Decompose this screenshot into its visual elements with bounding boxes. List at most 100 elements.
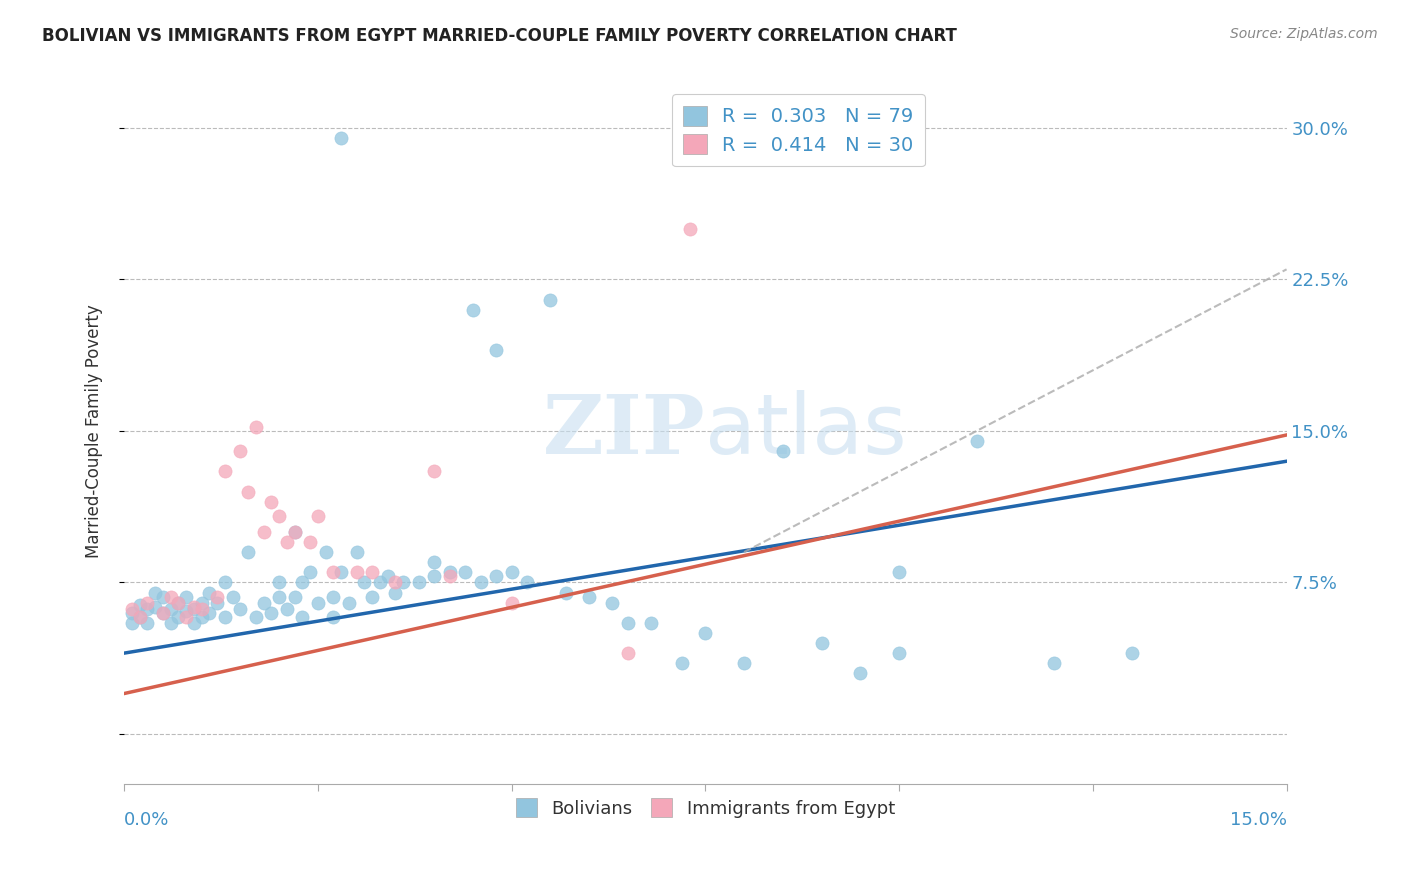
Point bbox=[143, 585, 166, 599]
Point bbox=[299, 535, 322, 549]
Point bbox=[361, 566, 384, 580]
Point bbox=[143, 599, 166, 614]
Point bbox=[253, 524, 276, 539]
Point bbox=[1043, 657, 1066, 671]
Point bbox=[183, 599, 205, 614]
Text: 15.0%: 15.0% bbox=[1230, 811, 1286, 830]
Point bbox=[260, 494, 283, 508]
Point bbox=[346, 566, 368, 580]
Point bbox=[454, 566, 477, 580]
Point bbox=[245, 609, 267, 624]
Legend: Bolivians, Immigrants from Egypt: Bolivians, Immigrants from Egypt bbox=[509, 791, 903, 825]
Point bbox=[291, 609, 314, 624]
Point bbox=[198, 606, 221, 620]
Point bbox=[485, 343, 508, 358]
Point bbox=[121, 615, 143, 630]
Text: ZIP: ZIP bbox=[543, 391, 706, 471]
Point bbox=[330, 131, 353, 145]
Point bbox=[966, 434, 988, 448]
Point bbox=[190, 596, 212, 610]
Point bbox=[346, 545, 368, 559]
Point bbox=[276, 601, 298, 615]
Point bbox=[260, 606, 283, 620]
Point bbox=[485, 569, 508, 583]
Point bbox=[214, 609, 236, 624]
Point bbox=[554, 585, 576, 599]
Point bbox=[183, 601, 205, 615]
Point bbox=[733, 657, 755, 671]
Point bbox=[152, 606, 174, 620]
Point bbox=[640, 615, 662, 630]
Point bbox=[221, 590, 243, 604]
Point bbox=[284, 524, 307, 539]
Point bbox=[671, 657, 693, 671]
Point bbox=[245, 420, 267, 434]
Point bbox=[183, 615, 205, 630]
Text: 0.0%: 0.0% bbox=[124, 811, 170, 830]
Point bbox=[392, 575, 415, 590]
Y-axis label: Married-Couple Family Poverty: Married-Couple Family Poverty bbox=[86, 304, 103, 558]
Point bbox=[190, 609, 212, 624]
Point bbox=[174, 609, 197, 624]
Point bbox=[167, 609, 190, 624]
Point bbox=[159, 590, 181, 604]
Point bbox=[408, 575, 430, 590]
Point bbox=[695, 626, 717, 640]
Point bbox=[198, 585, 221, 599]
Point bbox=[516, 575, 538, 590]
Point bbox=[384, 585, 406, 599]
Point bbox=[322, 590, 344, 604]
Point bbox=[167, 596, 190, 610]
Point bbox=[337, 596, 360, 610]
Point bbox=[159, 615, 181, 630]
Point bbox=[353, 575, 375, 590]
Point bbox=[849, 666, 872, 681]
Point bbox=[470, 575, 492, 590]
Point bbox=[236, 484, 259, 499]
Point bbox=[368, 575, 391, 590]
Point bbox=[128, 609, 150, 624]
Point bbox=[205, 590, 228, 604]
Point bbox=[1121, 646, 1143, 660]
Point bbox=[617, 615, 640, 630]
Point bbox=[190, 601, 212, 615]
Point bbox=[501, 596, 523, 610]
Point bbox=[299, 566, 322, 580]
Point bbox=[174, 604, 197, 618]
Point bbox=[159, 601, 181, 615]
Point bbox=[276, 535, 298, 549]
Point bbox=[269, 575, 291, 590]
Point bbox=[887, 566, 910, 580]
Point bbox=[269, 590, 291, 604]
Point bbox=[887, 646, 910, 660]
Point bbox=[136, 601, 159, 615]
Point bbox=[128, 598, 150, 612]
Point bbox=[423, 464, 446, 478]
Text: Source: ZipAtlas.com: Source: ZipAtlas.com bbox=[1230, 27, 1378, 41]
Point bbox=[315, 545, 337, 559]
Point bbox=[377, 569, 399, 583]
Point bbox=[461, 302, 484, 317]
Point bbox=[384, 575, 406, 590]
Text: atlas: atlas bbox=[706, 391, 907, 472]
Point bbox=[284, 524, 307, 539]
Point bbox=[602, 596, 624, 610]
Point bbox=[322, 609, 344, 624]
Point bbox=[538, 293, 561, 307]
Point bbox=[810, 636, 832, 650]
Point bbox=[214, 575, 236, 590]
Point bbox=[167, 596, 190, 610]
Point bbox=[439, 566, 461, 580]
Point bbox=[128, 609, 150, 624]
Point bbox=[152, 590, 174, 604]
Point bbox=[174, 590, 197, 604]
Point bbox=[284, 590, 307, 604]
Point bbox=[330, 566, 353, 580]
Point bbox=[772, 444, 794, 458]
Point bbox=[136, 596, 159, 610]
Point bbox=[269, 508, 291, 523]
Point bbox=[361, 590, 384, 604]
Point bbox=[439, 569, 461, 583]
Point bbox=[423, 555, 446, 569]
Point bbox=[236, 545, 259, 559]
